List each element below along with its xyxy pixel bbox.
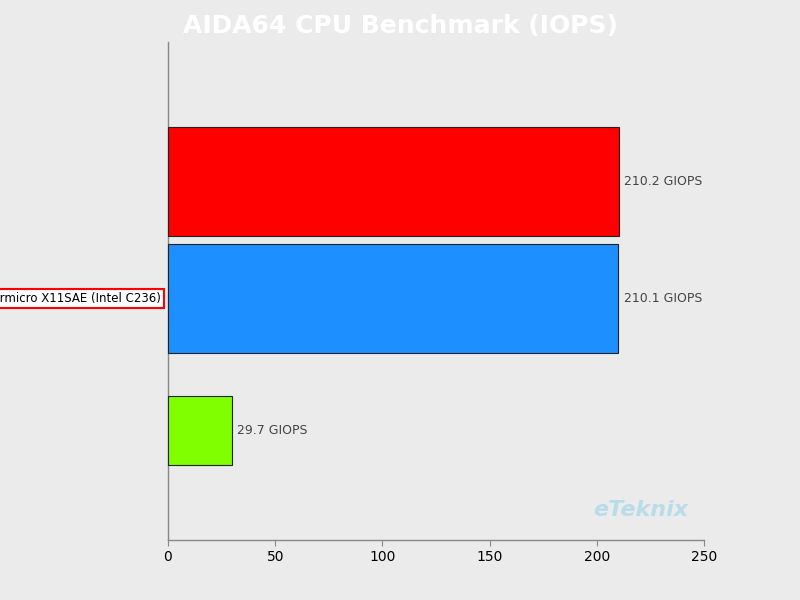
FancyBboxPatch shape [168,127,618,236]
Text: 210.1 GIOPS: 210.1 GIOPS [624,292,702,305]
Text: Integer Operations Per Second in GIOPS (Higher is Better): Integer Operations Per Second in GIOPS (… [199,50,601,64]
Text: eTeknix: eTeknix [593,500,688,520]
Text: 24-bit: 24-bit [308,83,353,98]
Text: Supermicro X11SAE (Intel C236): Supermicro X11SAE (Intel C236) [0,292,161,305]
Text: 32-bit: 32-bit [416,83,461,98]
FancyBboxPatch shape [492,83,510,102]
Text: 64-bit: 64-bit [516,83,561,98]
FancyBboxPatch shape [392,83,410,102]
FancyBboxPatch shape [168,395,232,466]
FancyBboxPatch shape [284,83,302,102]
Text: AIDA64 CPU Benchmark (IOPS): AIDA64 CPU Benchmark (IOPS) [182,14,618,38]
Text: 210.2 GIOPS: 210.2 GIOPS [624,175,702,188]
FancyBboxPatch shape [168,244,618,353]
Text: 29.7 GIOPS: 29.7 GIOPS [237,424,307,437]
